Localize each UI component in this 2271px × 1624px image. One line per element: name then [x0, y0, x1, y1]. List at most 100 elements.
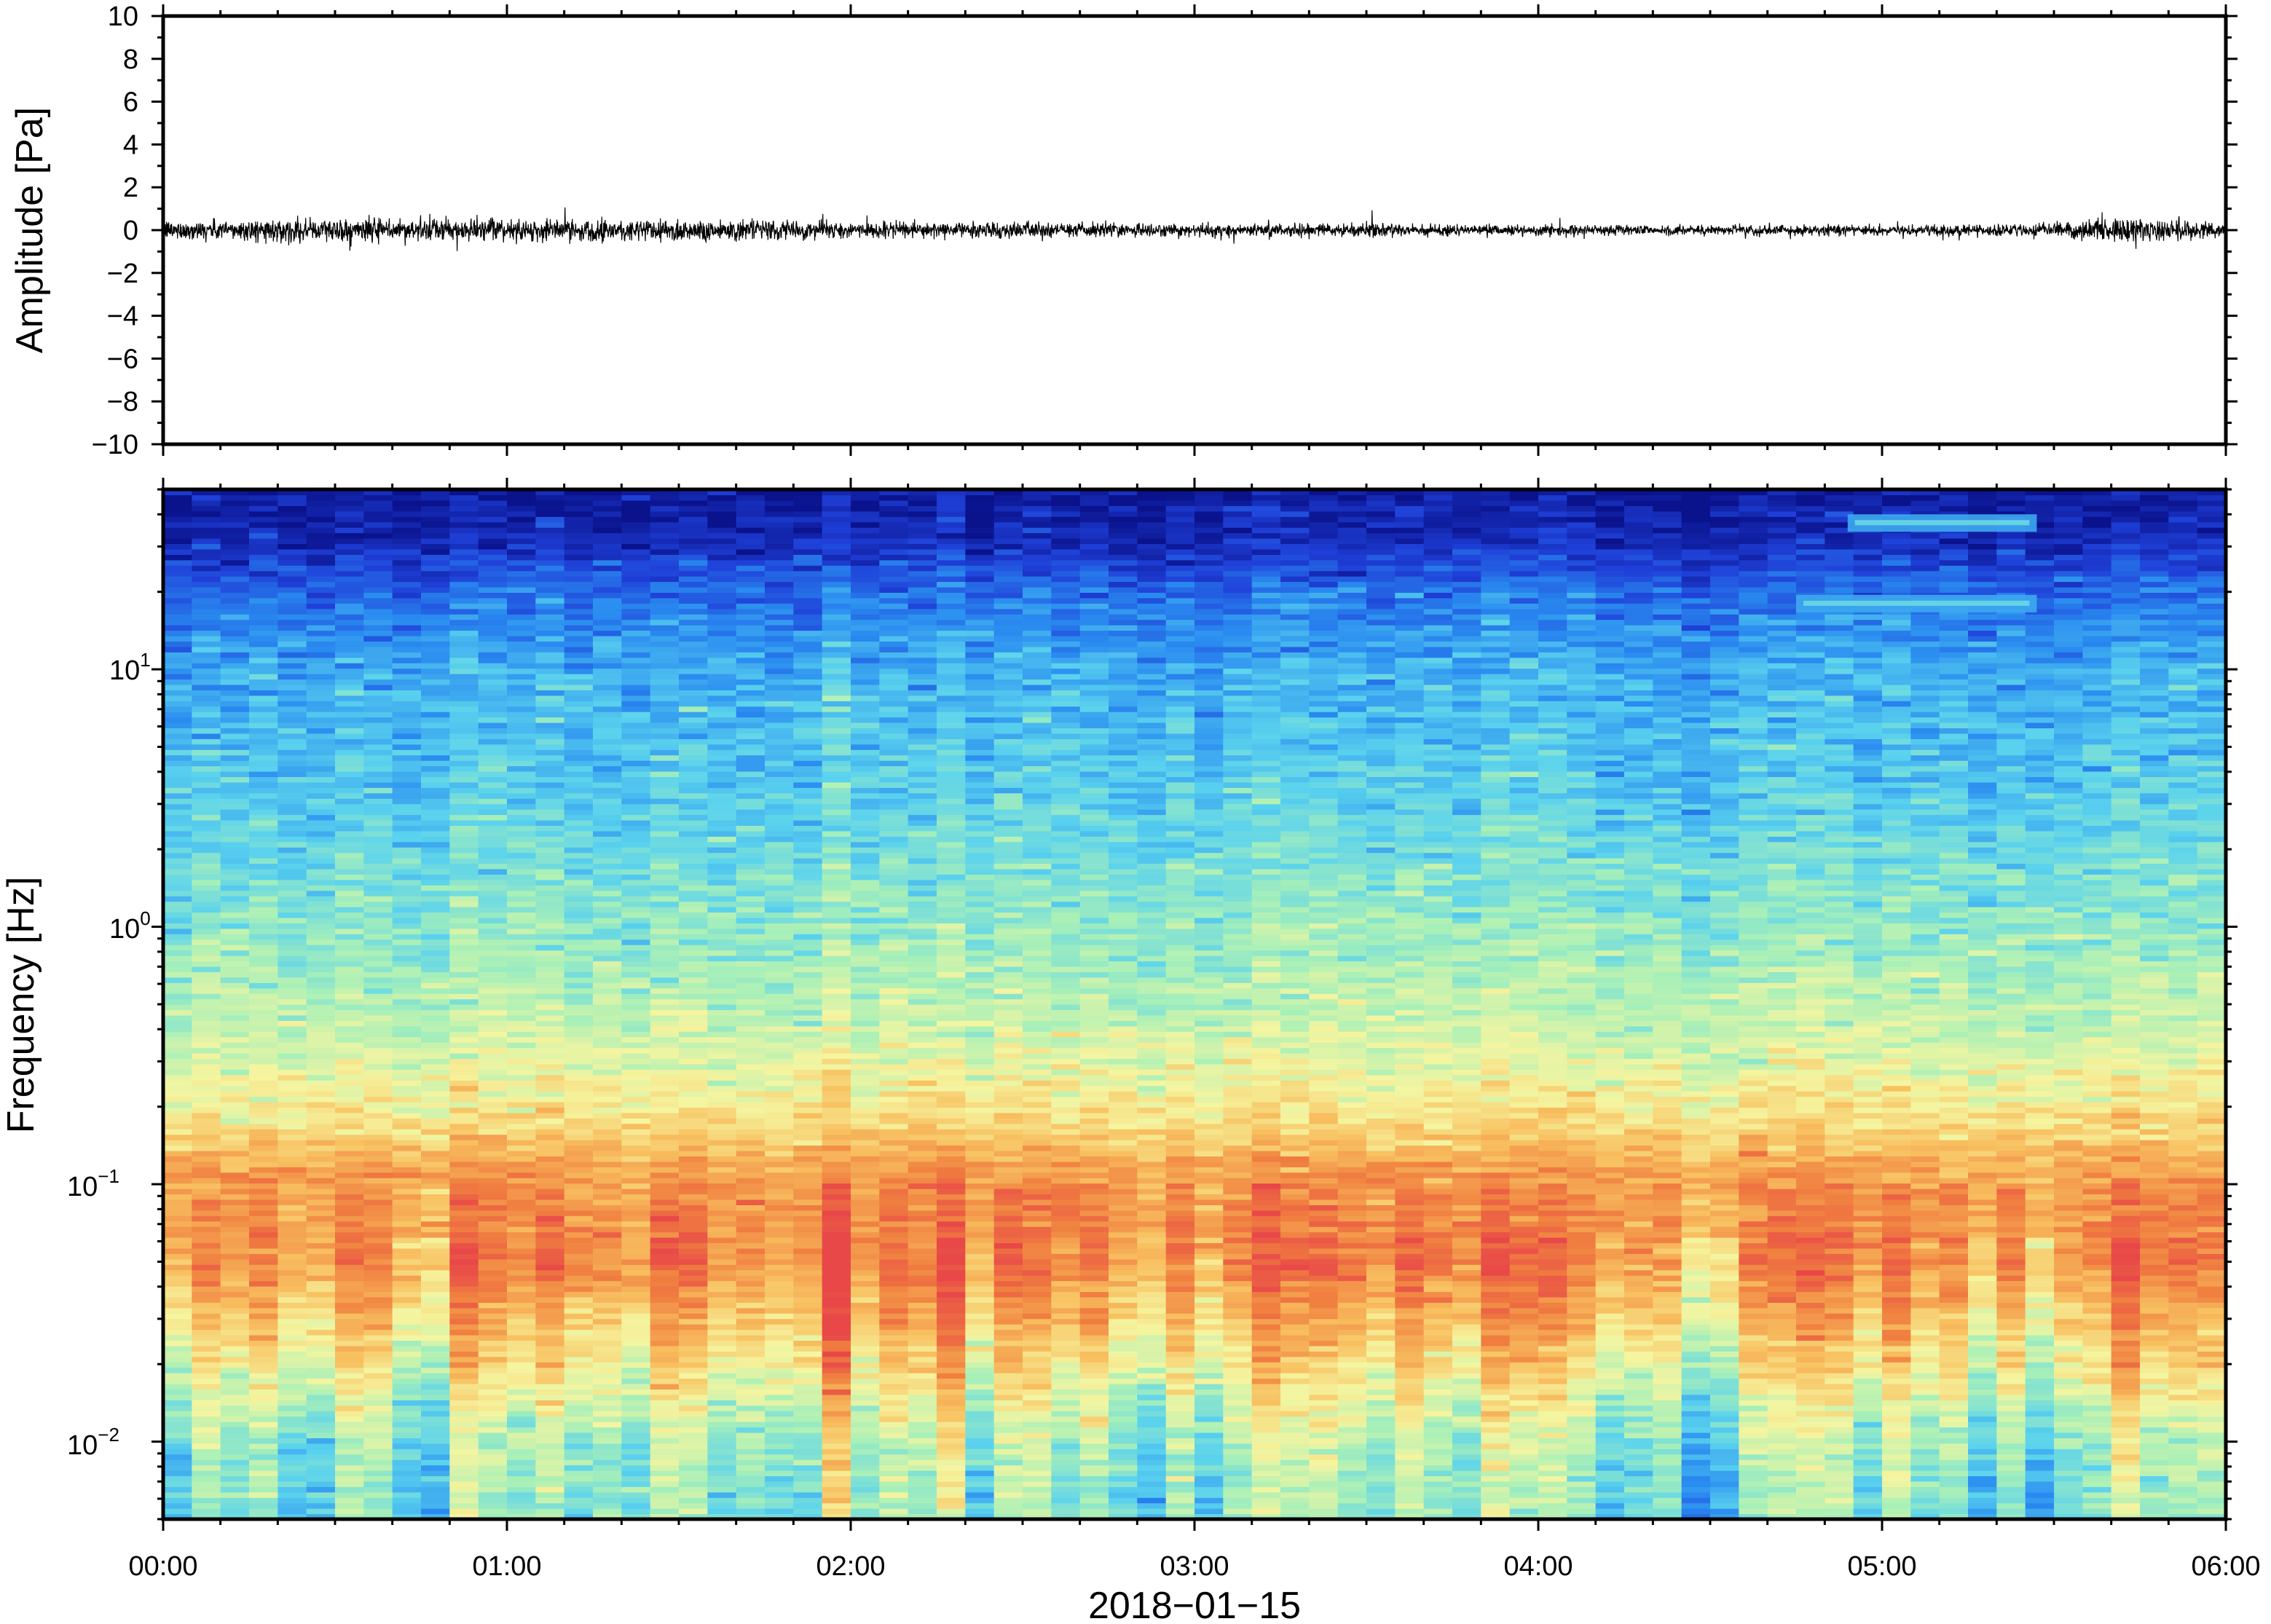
spectrogram-cell	[535, 1031, 565, 1038]
spectrogram-cell	[650, 1036, 680, 1043]
spectrogram-cell	[163, 1189, 192, 1195]
spectrogram-cell	[822, 1307, 851, 1314]
spectrogram-cell	[363, 982, 393, 989]
spectrogram-cell	[621, 885, 651, 891]
spectrogram-cell	[593, 961, 622, 967]
amplitude-y-tick-label: −8	[107, 387, 138, 417]
spectrogram-cell	[220, 679, 250, 685]
spectrogram-cell	[765, 1411, 794, 1417]
spectrogram-cell	[679, 1329, 708, 1336]
spectrogram-cell	[449, 554, 479, 561]
spectrogram-cell	[192, 950, 221, 956]
spectrogram-cell	[765, 1285, 794, 1293]
spectrogram-cell	[335, 1031, 364, 1038]
spectrogram-cell	[650, 1178, 680, 1184]
spectrogram-cell	[220, 1107, 250, 1113]
spectrogram-cell	[249, 1313, 278, 1320]
spectrogram-cell	[765, 592, 794, 599]
spectrogram-cell	[650, 830, 680, 837]
spectrogram-cell	[822, 874, 851, 880]
spectrogram-cell	[822, 1107, 851, 1113]
spectrogram-cell	[822, 901, 851, 907]
spectrogram-cell	[736, 1378, 765, 1384]
spectrogram-cell	[192, 841, 221, 848]
spectrogram-cell	[564, 722, 594, 729]
spectrogram-cell	[507, 1340, 536, 1347]
spectrogram-cell	[707, 1269, 737, 1276]
spectrogram-cell	[192, 641, 221, 647]
spectrogram-cell	[564, 1345, 594, 1352]
spectrogram-cell	[478, 537, 508, 545]
spectrogram-cell	[478, 722, 508, 729]
spectrogram-cell	[249, 1118, 278, 1124]
spectrogram-cell	[249, 945, 278, 951]
spectrogram-cell	[707, 1432, 737, 1438]
spectrogram-cell	[564, 982, 594, 989]
spectrogram-cell	[679, 1502, 708, 1509]
spectrogram-cell	[335, 674, 364, 680]
spectrogram-cell	[421, 874, 450, 880]
spectrogram-cell	[535, 1178, 565, 1184]
spectrogram-cell	[879, 1247, 909, 1254]
spectrogram-cell	[220, 787, 250, 794]
spectrogram-cell	[621, 1329, 651, 1336]
spectrogram-cell	[564, 1427, 594, 1433]
spectrogram-cell	[220, 885, 250, 891]
spectrogram-cell	[421, 787, 450, 794]
spectrogram-cell	[306, 1389, 336, 1395]
spectrogram-cell	[564, 988, 594, 994]
spectrogram-cell	[421, 1215, 450, 1222]
spectrogram-cell	[707, 852, 737, 859]
spectrogram-cell	[449, 901, 479, 907]
spectrogram-cell	[449, 1215, 479, 1222]
spectrogram-cell	[535, 1411, 565, 1417]
spectrogram-cell	[278, 982, 307, 989]
spectrogram-cell	[650, 1205, 680, 1211]
spectrogram-cell	[765, 674, 794, 680]
spectrogram-cell	[679, 1345, 708, 1352]
spectrogram-cell	[765, 1307, 794, 1314]
spectrogram-cell	[564, 1378, 594, 1384]
spectrogram-cell	[851, 1513, 880, 1519]
spectrogram-cell	[278, 646, 307, 653]
spectrogram-cell	[192, 1465, 221, 1471]
spectrogram-cell	[507, 592, 536, 599]
spectrogram-cell	[707, 1448, 737, 1455]
spectrogram-cell	[306, 1025, 336, 1032]
spectrogram-cell	[736, 1324, 765, 1331]
spectrogram-cell	[765, 809, 794, 816]
spectrogram-cell	[249, 516, 278, 523]
spectrogram-cell	[851, 836, 880, 843]
spectrogram-cell	[535, 977, 565, 983]
spectrogram-cell	[220, 1194, 250, 1200]
spectrogram-cell	[851, 1069, 880, 1076]
spectrogram-cell	[335, 646, 364, 653]
spectrogram-cell	[535, 1047, 565, 1054]
spectrogram-cell	[249, 706, 278, 712]
spectrogram-cell	[593, 1329, 622, 1336]
spectrogram-cell	[621, 1383, 651, 1390]
spectrogram-cell	[535, 863, 565, 870]
spectrogram-cell	[220, 1112, 250, 1119]
amplitude-y-tick-label: 4	[123, 130, 138, 160]
spectrogram-cell	[449, 896, 479, 902]
spectrogram-cell	[650, 1031, 680, 1038]
spectrogram-cell	[335, 1411, 364, 1417]
spectrogram-cell	[507, 505, 536, 512]
spectrogram-cell	[650, 521, 680, 528]
spectrogram-cell	[593, 754, 622, 761]
spectrogram-cell	[449, 1459, 479, 1466]
spectrogram-cell	[679, 923, 708, 929]
spectrogram-cell	[593, 1129, 622, 1135]
spectrogram-cell	[335, 928, 364, 934]
spectrogram-cell	[507, 819, 536, 827]
spectrogram-cell	[765, 1508, 794, 1515]
spectrogram-cell	[392, 1226, 422, 1233]
spectrogram-cell	[822, 679, 851, 685]
spectrogram-cell	[535, 608, 565, 615]
spectrogram-cell	[707, 1475, 737, 1482]
spectrogram-cell	[220, 836, 250, 843]
spectrogram-cell	[163, 554, 192, 561]
spectrogram-cell	[679, 1448, 708, 1455]
spectrogram-cell	[793, 971, 823, 978]
